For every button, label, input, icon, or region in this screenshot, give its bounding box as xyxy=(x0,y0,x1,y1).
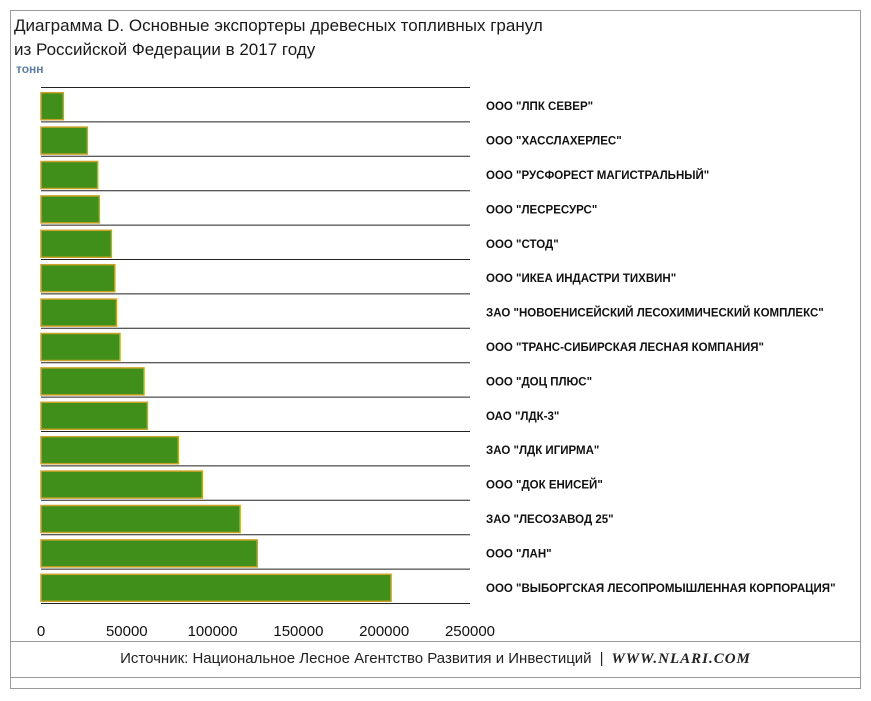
bar xyxy=(40,91,65,121)
bar xyxy=(40,195,101,224)
bar xyxy=(40,367,145,396)
unit-label: тонн xyxy=(16,62,44,76)
chart-frame xyxy=(10,10,861,689)
source-separator: | xyxy=(599,650,604,667)
bar xyxy=(40,332,121,362)
category-label: ЗАО "ЛДК ИГИРМА" xyxy=(486,445,599,457)
x-tick-label: 50000 xyxy=(106,623,148,640)
category-label: ООО "ЛАН" xyxy=(486,548,552,560)
category-label: ООО "СТОД" xyxy=(486,239,559,251)
x-tick-label: 0 xyxy=(37,623,45,640)
x-tick-label: 200000 xyxy=(359,623,409,640)
category-label: ОАО "ЛДК-3" xyxy=(486,411,559,423)
bar xyxy=(40,126,89,155)
source-note: Источник: Национальное Лесное Агентство … xyxy=(10,650,861,668)
x-tick-label: 250000 xyxy=(445,623,495,640)
x-tick-label: 100000 xyxy=(188,623,238,640)
source-website: WWW.NLARI.COM xyxy=(611,651,751,667)
source-divider-top xyxy=(10,641,861,642)
bar xyxy=(40,229,113,259)
category-label: ООО "ХАССЛАХЕРЛЕС" xyxy=(486,136,622,148)
category-label: ООО "ВЫБОРГСКАЯ ЛЕСОПРОМЫШЛЕННАЯ КОРПОРА… xyxy=(486,583,836,595)
category-label: ООО "ЛПК СЕВЕР" xyxy=(486,101,593,113)
bar xyxy=(40,573,392,603)
bar xyxy=(40,435,180,465)
category-label: ООО "РУСФОРЕСТ МАГИСТРАЛЬНЫЙ" xyxy=(486,169,709,182)
bar xyxy=(40,401,149,431)
bar xyxy=(40,504,241,534)
category-label: ООО "ТРАНС-СИБИРСКАЯ ЛЕСНАЯ КОМПАНИЯ" xyxy=(486,342,764,354)
category-label: ООО "ДОК ЕНИСЕЙ" xyxy=(486,479,603,492)
source-text: Источник: Национальное Лесное Агентство … xyxy=(120,650,592,667)
chart-title: Диаграмма D. Основные экспортеры древесн… xyxy=(14,14,543,62)
category-label: ООО "ИКЕА ИНДАСТРИ ТИХВИН" xyxy=(486,273,676,285)
chart-title-line-1: Диаграмма D. Основные экспортеры древесн… xyxy=(14,16,543,35)
bar-chart: ООО "ЛПК СЕВЕР" ООО "ХАССЛАХЕРЛЕС" ООО "РУ… xyxy=(37,87,836,640)
bar xyxy=(40,539,258,568)
category-label: ООО "ЛЕСРЕСУРС" xyxy=(486,204,597,216)
source-divider-bottom xyxy=(10,677,861,678)
bar xyxy=(40,298,118,327)
bar xyxy=(40,470,204,499)
bar xyxy=(40,160,99,190)
chart-title-line-2: из Российской Федерации в 2017 году xyxy=(14,40,316,59)
category-label: ЗАО "ЛЕСОЗАВОД 25" xyxy=(486,514,614,526)
category-label: ООО "ДОЦ ПЛЮС" xyxy=(486,376,592,388)
bar xyxy=(40,263,116,293)
category-label: ЗАО "НОВОЕНИСЕЙСКИЙ ЛЕСОХИМИЧЕСКИЙ КОМПЛ… xyxy=(486,307,824,320)
x-tick-label: 150000 xyxy=(273,623,323,640)
